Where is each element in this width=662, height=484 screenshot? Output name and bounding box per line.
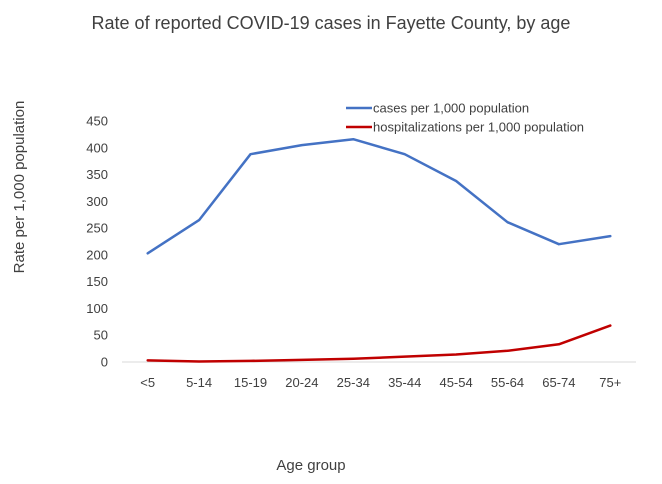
y-tick-label: 450 <box>86 114 108 129</box>
y-tick-label: 100 <box>86 301 108 316</box>
x-tick-label: 5-14 <box>186 375 212 390</box>
x-tick-label: <5 <box>140 375 155 390</box>
x-tick-label: 15-19 <box>234 375 267 390</box>
y-tick-label: 250 <box>86 221 108 236</box>
y-tick-label: 0 <box>101 355 108 370</box>
series-lines <box>146 137 612 363</box>
x-tick-label: 35-44 <box>388 375 421 390</box>
x-tick-label: 75+ <box>599 375 621 390</box>
x-tick-label: 25-34 <box>337 375 370 390</box>
y-tick-label: 50 <box>94 328 108 343</box>
y-tick-label: 300 <box>86 194 108 209</box>
x-tick-label: 65-74 <box>542 375 575 390</box>
legend: cases per 1,000 population hospitalizatio… <box>346 101 584 135</box>
y-tick-label: 350 <box>86 167 108 182</box>
y-axis-ticks: 0 50 100 150 200 250 300 350 400 450 <box>86 114 108 370</box>
y-tick-label: 400 <box>86 140 108 155</box>
legend-label: cases per 1,000 population <box>373 101 529 116</box>
y-tick-label: 150 <box>86 274 108 289</box>
series-line-cases <box>146 137 612 255</box>
y-axis-title: Rate per 1,000 population <box>11 101 28 274</box>
x-tick-label: 20-24 <box>285 375 318 390</box>
y-tick-label: 200 <box>86 247 108 262</box>
legend-label: hospitalizations per 1,000 population <box>373 120 584 135</box>
chart-title: Rate of reported COVID-19 cases in Fayet… <box>92 13 571 33</box>
x-tick-label: 55-64 <box>491 375 524 390</box>
x-axis-title: Age group <box>276 457 345 474</box>
x-tick-label: 45-54 <box>439 375 472 390</box>
x-axis-ticks: <5 5-14 15-19 20-24 25-34 35-44 45-54 55-64 65-7… <box>140 375 621 390</box>
series-line-hospitalizations <box>146 324 612 363</box>
